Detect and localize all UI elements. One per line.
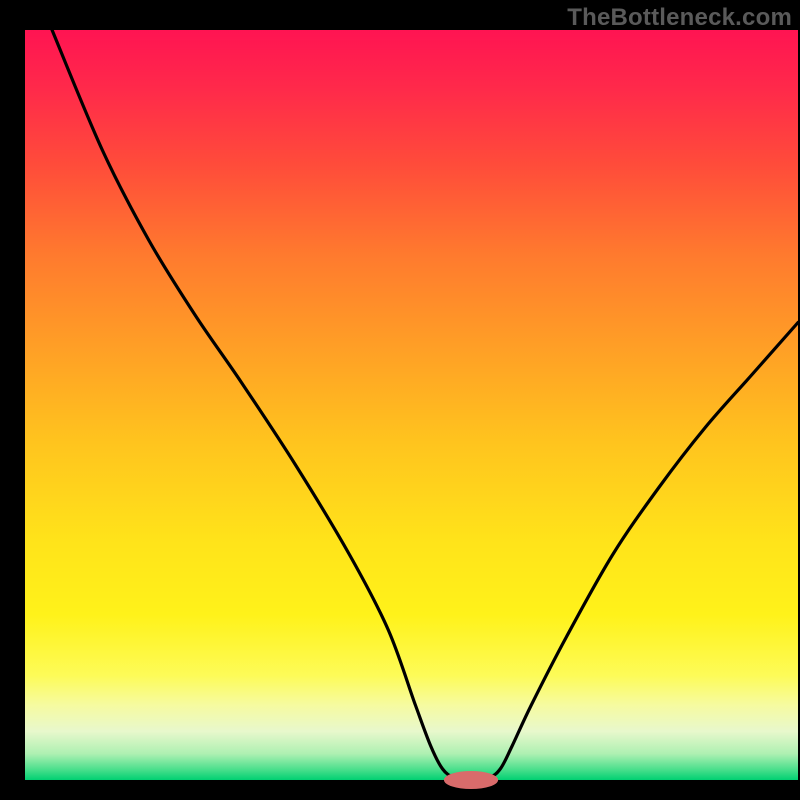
chart-container: TheBottleneck.com	[0, 0, 800, 800]
optimum-marker	[444, 771, 498, 789]
bottleneck-chart	[0, 0, 800, 800]
plot-area	[25, 30, 798, 780]
watermark-text: TheBottleneck.com	[567, 4, 792, 32]
